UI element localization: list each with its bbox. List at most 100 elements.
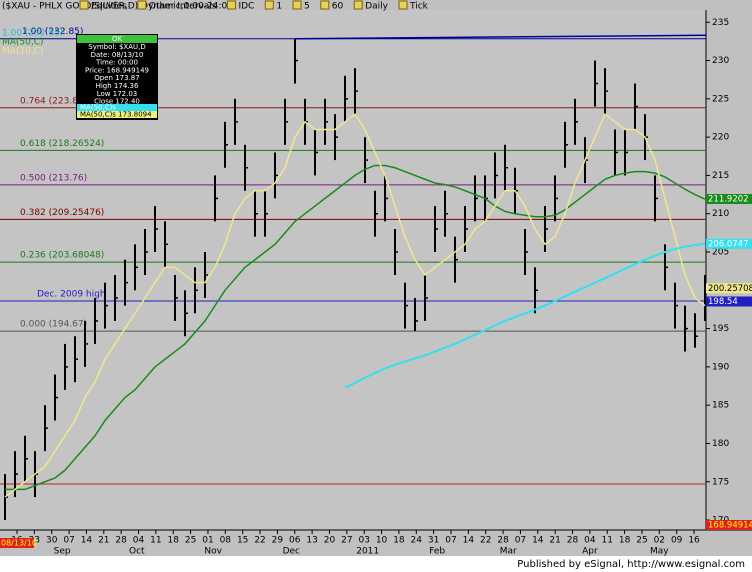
x-tick-label: 16 [688,536,700,546]
toolbar-item: 5 [304,2,310,12]
price-box-label: 211.9202 [708,195,749,205]
info-box-row: Low 172.03 [97,90,138,98]
toolbar-icon [264,0,274,10]
month-label: Sep [54,547,71,557]
y-tick-label: 195 [712,324,729,334]
info-box-row: MA(50,C)s 173.8094 [80,111,152,119]
info-box-row: Symbol: $XAU,D [88,43,145,51]
footer: Published by eSignal, http://www.esignal… [517,559,745,570]
info-box-header-text: OK [112,35,123,43]
level-label: 0.618 (218.26524) [20,139,104,149]
price-box [706,520,752,530]
y-tick-label: 225 [712,94,729,104]
footer-bar [0,556,752,572]
toolbar-icon [292,0,302,10]
info-box-row: Time: 00:00 [95,59,138,67]
price-box-label: 198.54 [708,297,738,307]
toolbar-icon [353,0,363,10]
y-tick-label: 235 [712,18,729,28]
level-label: 0.236 (203.68048) [20,251,104,261]
x-tick-label: 18 [619,536,631,546]
level-label: Dec. 2009 high [37,290,106,300]
price-box-label: 168.949149 [708,521,752,531]
y-tick-label: 205 [712,248,729,258]
info-box-yellow [77,111,157,118]
indicator-line [5,164,706,491]
x-tick-label: 06 [289,536,301,546]
trendline [294,34,707,40]
y-tick-label: 215 [712,171,729,181]
price-box [706,238,752,249]
x-tick-label: 02 [654,536,665,546]
y-tick-label: 180 [712,439,729,449]
x-tick-label: 21 [98,536,109,546]
x-tick-label: 14 [463,536,475,546]
month-label: Nov [204,547,222,557]
x-tick-label: 07 [63,536,74,546]
y-tick-label: 230 [712,56,729,66]
month-label: 2011 [356,547,379,557]
x-tick-label: 21 [549,536,560,546]
x-tick-label: 11 [602,536,613,546]
x-tick-label: 22 [480,536,491,546]
month-label: Dec [283,547,300,557]
info-box-row: MA(50,C)s [80,104,116,112]
toolbar-icon [226,0,236,10]
x-tick-label: 07 [445,536,456,546]
chart-title: ($XAU - PHLX GOLD/SILVER,D) Dynamic,0:00… [2,2,233,12]
date-box [0,538,34,548]
x-tick-label: 09 [671,536,683,546]
x-tick-label: 28 [497,536,509,546]
x-tick-label: 01 [202,536,213,546]
month-label: May [650,547,669,557]
x-tick-label: 07 [515,536,526,546]
x-tick-label: 10 [376,536,388,546]
y-tick-label: 185 [712,401,729,411]
x-tick-label: 04 [133,536,145,546]
x-tick-label: 03 [358,536,369,546]
x-tick-label: 22 [254,536,265,546]
info-box-row: Price: 168.949149 [85,66,149,74]
toolbar-item: Equities [91,2,127,12]
legend-entry: MA(50,C) [2,38,44,48]
x-tick-label: 30 [46,536,58,546]
x-tick-label: 28 [115,536,127,546]
price-box-label: 200.25708 [708,284,752,294]
month-label: Apr [582,547,598,557]
info-box-row: Close 172.40 [94,98,140,106]
date-box-label: 08/13/10 [1,539,37,548]
level-label: 0.000 (194.67) [20,320,87,330]
x-tick-label: 04 [584,536,596,546]
info-box-row: Open 173.87 [94,74,139,82]
level-label: 0.764 (223.8335) [20,96,99,106]
x-tick-label: 18 [393,536,405,546]
x-tick-label: 23 [29,536,40,546]
month-label: Feb [429,547,445,557]
level-label: 0.382 (209.25476) [20,208,104,218]
month-label: Oct [129,547,145,557]
x-tick-label: 25 [185,536,196,546]
x-tick-label: 14 [532,536,544,546]
toolbar-item: Daily [365,2,388,12]
x-tick-label: 14 [81,536,93,546]
toolbar-item: 1 [276,2,282,12]
price-box-label: 206.0747 [708,239,749,249]
y-tick-label: 175 [712,477,729,487]
indicator-line [4,112,706,498]
y-tick-label: 210 [712,209,729,219]
month-label: Mar [500,547,517,557]
info-box-cyan [77,104,157,111]
toolbar-icon [320,0,330,10]
info-box-row: Date: 08/13/10 [91,51,144,59]
price-box [706,296,752,307]
level-label: 0.500 (213.76) [20,173,87,183]
toolbar-item: 60 [332,2,344,12]
price-box [706,194,752,205]
x-tick-label: 13 [306,536,317,546]
x-tick-label: 24 [411,536,423,546]
level-label: 1.00 (232.85) [22,27,83,37]
x-tick-label: 08 [220,536,232,546]
toolbar-icon [79,0,89,10]
